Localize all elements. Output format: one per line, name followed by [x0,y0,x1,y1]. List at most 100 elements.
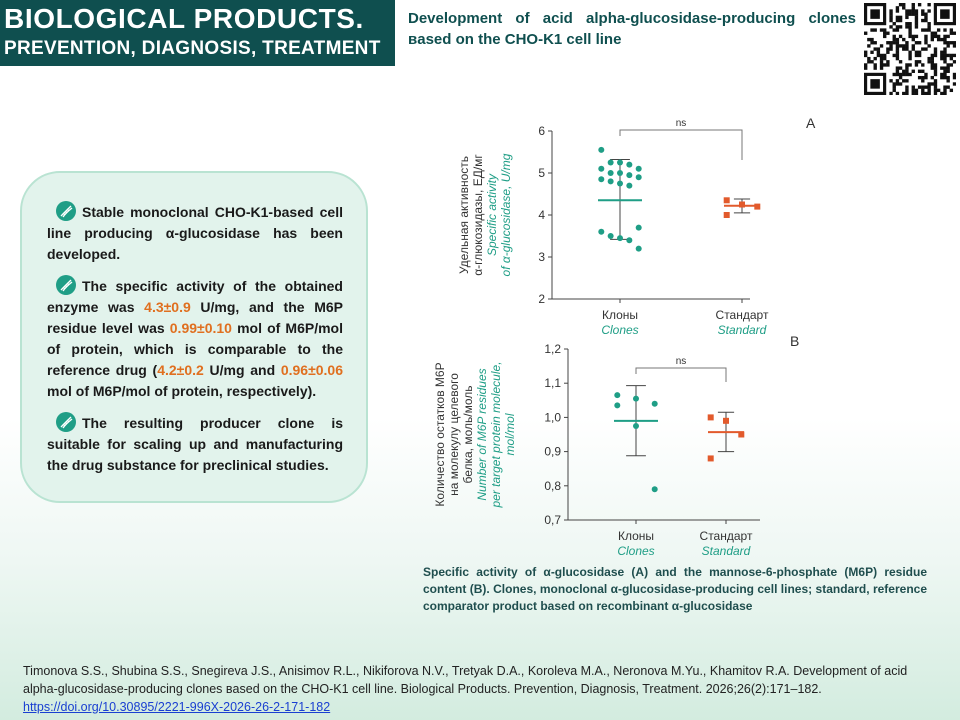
qr-module [914,50,919,54]
qr-module [914,88,919,93]
qr-module [902,47,906,51]
qr-module [908,63,912,67]
qr-module [905,91,909,95]
qr-module [902,37,906,42]
qr-module [933,50,938,54]
qr-module [873,47,877,51]
qr-module [946,75,950,80]
reference-activity-value: 4.2±0.2 [157,362,204,378]
qr-module [940,72,944,77]
data-point [635,224,642,231]
qr-module [921,69,925,73]
qr-module [943,56,947,61]
y-tick-label: 1,1 [544,376,561,390]
figure-caption: Specific activity of α-glucosidase (A) a… [423,565,927,613]
qr-module [870,28,874,32]
journal-banner: BIOLOGICAL PRODUCTS. PREVENTION, DIAGNOS… [0,0,395,66]
qr-module [864,50,868,54]
citation: Timonova S.S., Shubina S.S., Snegireva J… [23,662,943,716]
data-point [707,455,714,462]
y-tick-label: 4 [538,208,545,222]
qr-module [895,6,900,10]
qr-module [908,53,912,58]
qr-module [898,66,903,70]
qr-module [886,31,890,35]
qr-module [940,75,944,80]
qr-module [933,34,938,39]
qr-module [870,37,874,42]
qr-module [908,34,912,39]
summary-text-3: The resulting producer clone is suitable… [47,415,343,473]
data-point [626,237,633,244]
y-axis-label: Number of M6P residues [475,368,489,500]
qr-module [952,41,956,45]
qr-module [883,31,887,35]
data-point [635,165,642,172]
qr-module [889,9,893,13]
qr-module [905,66,909,70]
qr-module [895,69,900,73]
qr-module [927,9,931,13]
data-point [607,159,614,166]
qr-finder-core [940,9,950,19]
qr-module [946,85,950,89]
qr-module [921,91,925,95]
x-category-label-en: Standard [702,544,751,558]
qr-module [940,91,944,95]
qr-module [917,53,922,58]
qr-module [898,25,903,29]
qr-module [936,37,941,42]
qr-module [905,47,909,51]
qr-module [873,66,877,70]
qr-module [943,88,947,93]
journal-title-line1: BIOLOGICAL PRODUCTS. [4,3,364,34]
qr-module [917,69,922,73]
data-point [707,414,714,421]
qr-module [914,60,919,64]
qr-module [952,82,956,86]
qr-module [943,28,947,32]
journal-title-line2: PREVENTION, DIAGNOSIS, TREATMENT [4,38,381,59]
qr-module [927,82,931,86]
doi-link[interactable]: https://doi.org/10.30895/2221-996X-2026-… [23,700,331,714]
dna-icon [56,412,76,432]
qr-module [933,82,938,86]
y-axis-label: α-глюкозидазы, ЕД/мг [471,154,485,276]
qr-module [911,85,915,89]
qr-module [936,34,941,39]
qr-module [895,44,900,48]
qr-module [921,85,925,89]
qr-module [914,12,919,16]
significance-bracket [635,367,727,382]
qr-module [905,15,909,20]
qr-module [927,28,931,32]
qr-module [930,56,934,61]
qr-module [911,12,915,16]
qr-module [895,15,900,20]
dna-icon [56,201,76,221]
qr-module [892,34,896,39]
qr-module [895,41,900,45]
qr-module [946,66,950,70]
qr-module [895,66,900,70]
qr-code-icon[interactable] [864,3,956,95]
qr-module [892,22,896,26]
qr-module [949,53,954,58]
qr-module [943,37,947,42]
qr-module [889,12,893,16]
qr-module [914,91,919,95]
qr-module [876,47,881,51]
qr-module [895,56,900,61]
qr-module [952,31,956,35]
qr-module [879,56,884,61]
data-point [635,174,642,181]
qr-module [895,47,900,51]
data-point [607,178,614,185]
qr-module [943,75,947,80]
qr-module [914,18,919,23]
summary-text-2c: mol of M6P/mol of protein, which is comp… [47,320,343,378]
data-point [614,402,621,409]
data-point [633,395,639,402]
qr-module [908,22,912,26]
y-axis-label: Specific activity [485,173,499,256]
